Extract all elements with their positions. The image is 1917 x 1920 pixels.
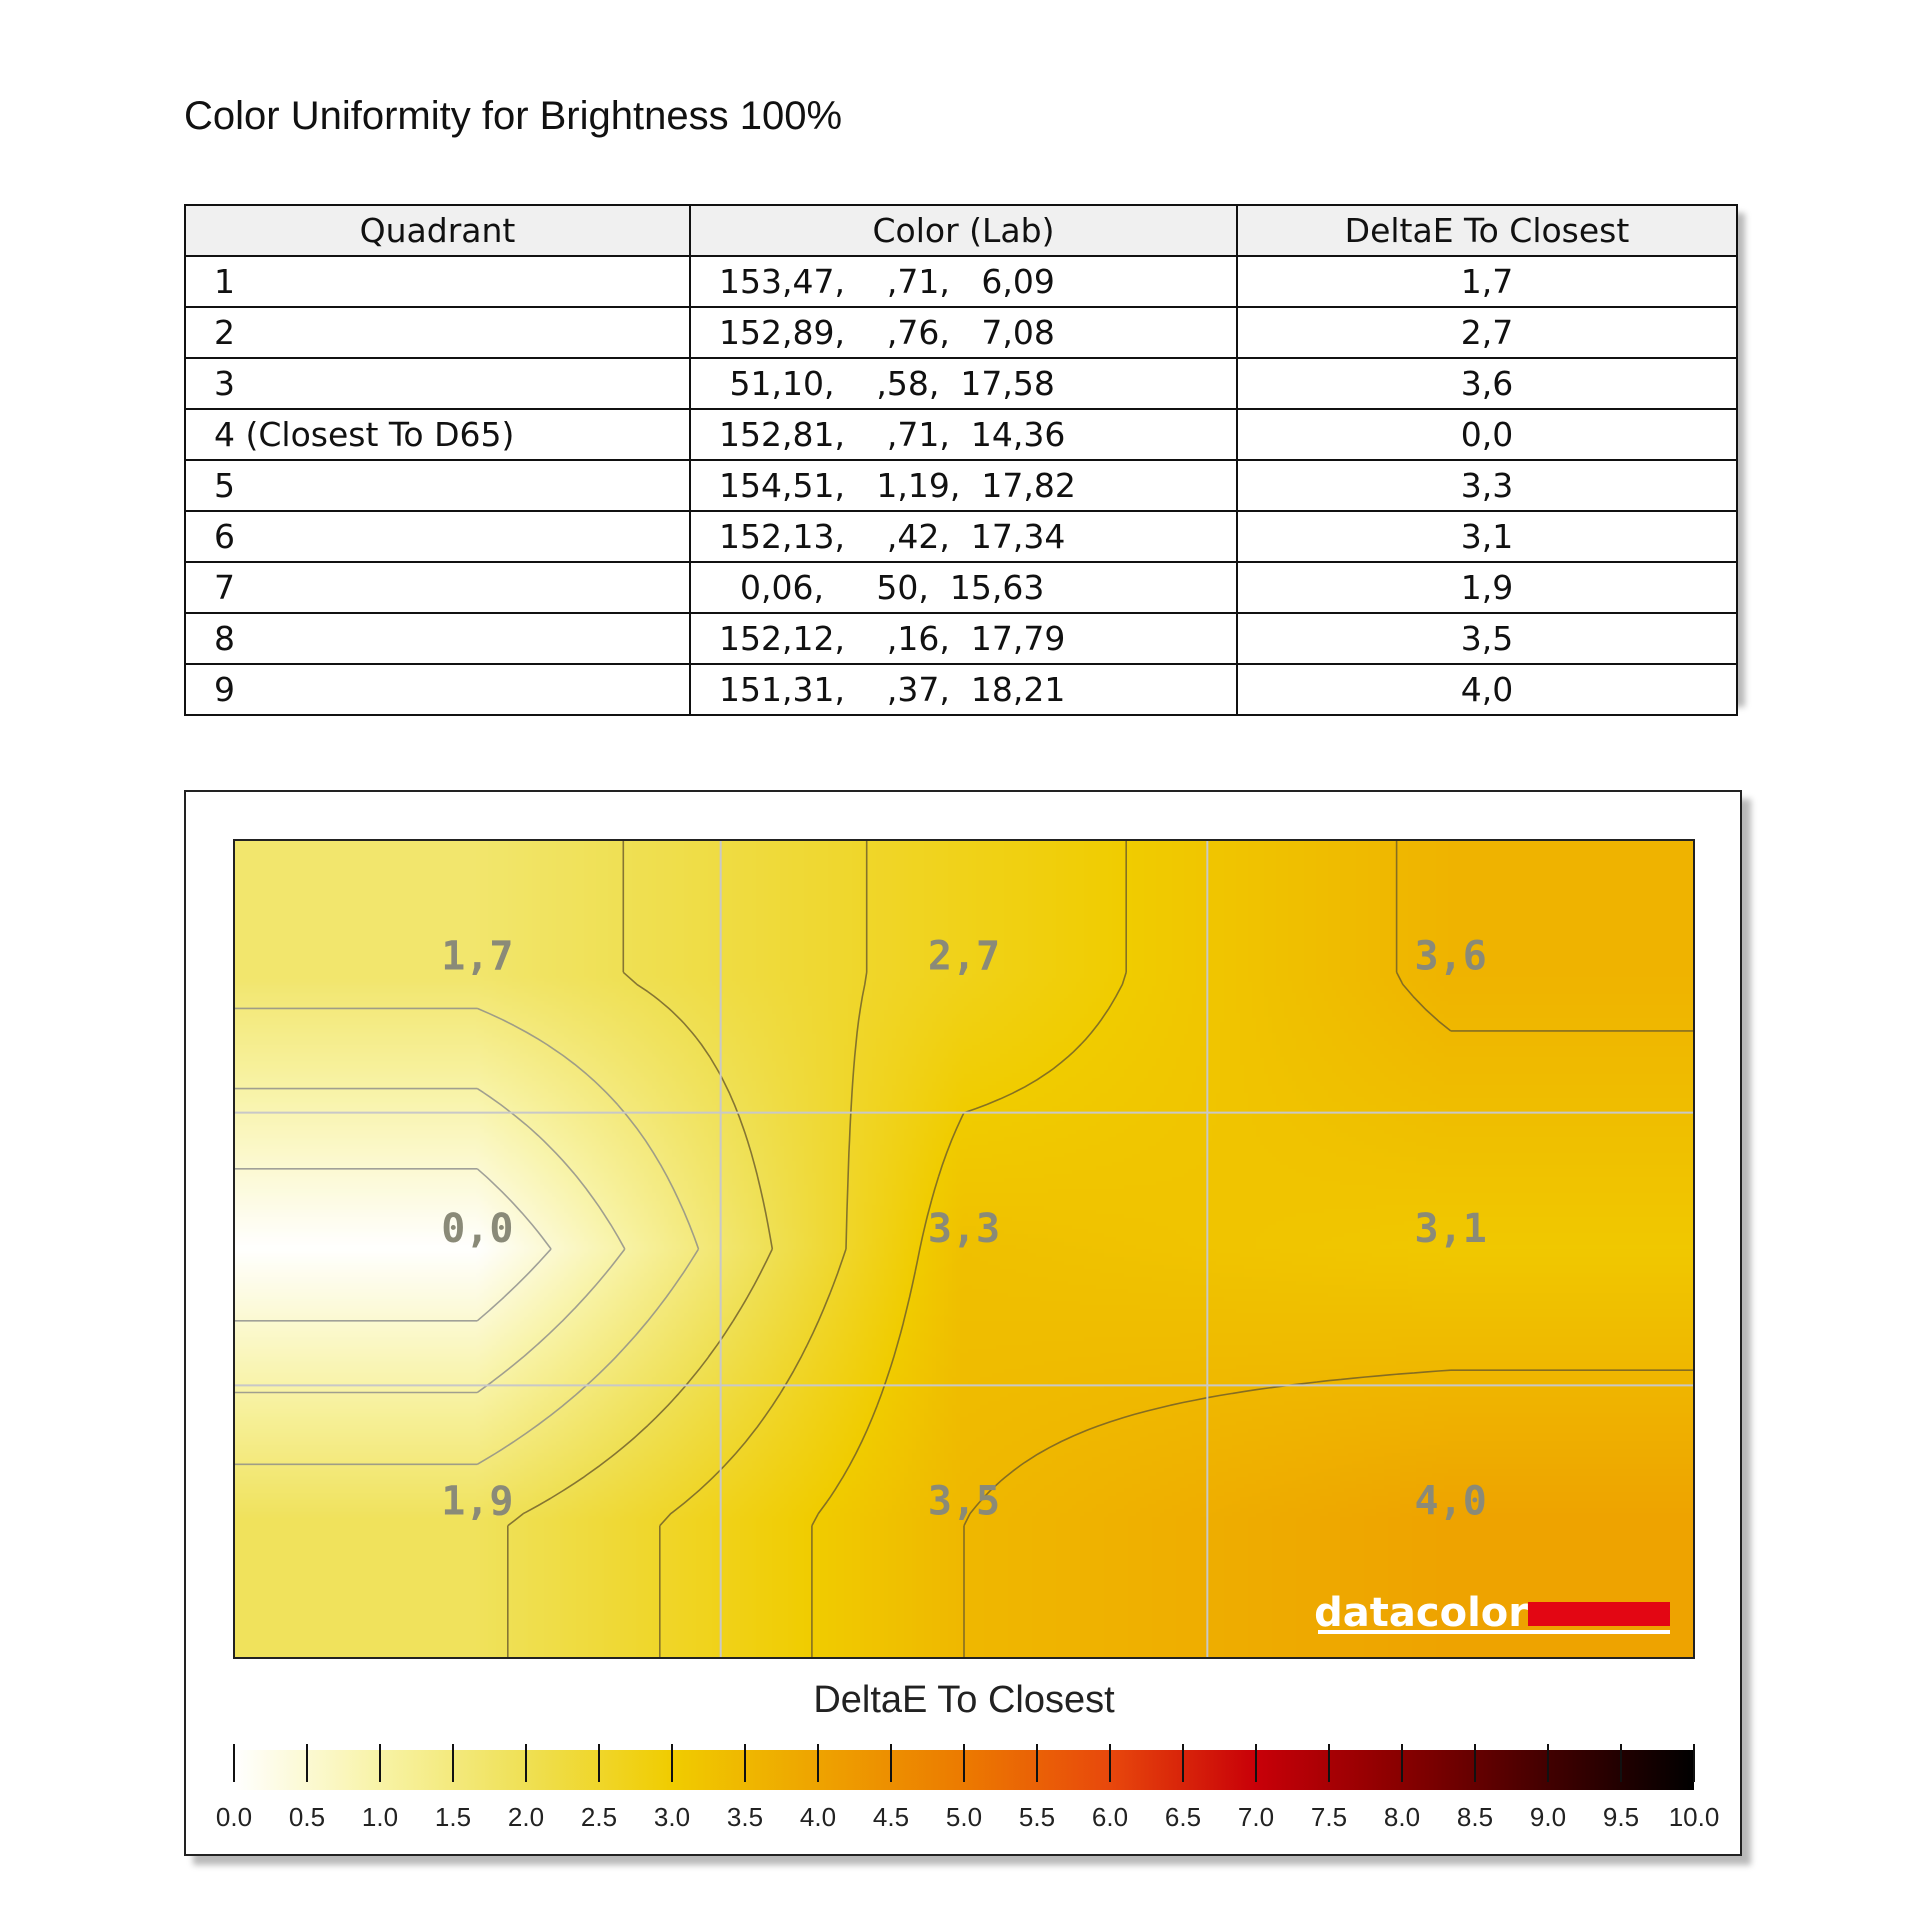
quadrant-cell: 9: [184, 663, 691, 716]
cell-value-label: 4,0: [1415, 1479, 1487, 1525]
cell-value-label: 3,1: [1415, 1206, 1487, 1252]
colorbar-tick-label: 8.5: [1457, 1802, 1493, 1832]
table-row: 2 152,89, ,76, 7,08 2,7: [184, 306, 1738, 359]
colorbar-tick-label: 7.0: [1238, 1802, 1274, 1832]
contour-line: [234, 1007, 700, 1466]
table-header-row: Quadrant Color (Lab) DeltaE To Closest: [184, 204, 1738, 257]
deltae-cell: 4,0: [1236, 663, 1738, 716]
quadrant-cell: 4 (Closest To D65): [184, 408, 691, 461]
quadrant-cell: 3: [184, 357, 691, 410]
lab-cell: 154,51, 1,19, 17,82: [689, 459, 1238, 512]
colorbar-tick-label: 5.5: [1019, 1802, 1055, 1832]
quadrant-cell: 8: [184, 612, 691, 665]
quadrant-cell: 5: [184, 459, 691, 512]
watermark-underline: [1318, 1630, 1670, 1634]
contour-line: [963, 840, 1694, 1658]
quadrant-cell: 1: [184, 255, 691, 308]
table-row: 3 51,10, ,58, 17,58 3,6: [184, 357, 1738, 410]
colorbar-tick-label: 10.0: [1669, 1802, 1720, 1832]
colorbar-tick-label: 2.0: [508, 1802, 544, 1832]
deltae-cell: 2,7: [1236, 306, 1738, 359]
lab-cell: 51,10, ,58, 17,58: [689, 357, 1238, 410]
colorbar-tick-label: 1.5: [435, 1802, 471, 1832]
heatmap-panel: 1,7 2,7 3,6 0,0 3,3 3,1 1,9 3,5 4,0 datacolor Delt…: [184, 790, 1742, 1856]
colorbar-tick-label: 0.5: [289, 1802, 325, 1832]
watermark-logo: datacolor: [1314, 1590, 1528, 1636]
header-color-lab: Color (Lab): [689, 204, 1238, 257]
deltae-cell: 3,1: [1236, 510, 1738, 563]
cell-value-label: 1,7: [441, 933, 513, 979]
table-row: 1 153,47, ,71, 6,09 1,7: [184, 255, 1738, 308]
cell-value-label: 2,7: [928, 933, 1000, 979]
colorbar-tick-label: 9.0: [1530, 1802, 1566, 1832]
quadrant-table: Quadrant Color (Lab) DeltaE To Closest 1…: [184, 204, 1738, 716]
contour-line: [507, 840, 774, 1658]
cell-value-label: 3,6: [1415, 933, 1487, 979]
contour-line: [811, 840, 1127, 1658]
colorbar-tick-label: 9.5: [1603, 1802, 1639, 1832]
colorbar-tick-label: 6.0: [1092, 1802, 1128, 1832]
contour-line: [234, 1087, 626, 1394]
deltae-cell: 3,3: [1236, 459, 1738, 512]
watermark-bar: [1528, 1602, 1670, 1626]
colorbar-tick-label: 1.0: [362, 1802, 398, 1832]
lab-cell: 152,12, ,16, 17,79: [689, 612, 1238, 665]
colorbar-tick-label: 6.5: [1165, 1802, 1201, 1832]
lab-cell: 152,89, ,76, 7,08: [689, 306, 1238, 359]
contour-line: [659, 840, 868, 1658]
table-row: 9 151,31, ,37, 18,21 4,0: [184, 663, 1738, 716]
cell-value-label: 3,5: [928, 1479, 1000, 1525]
colorbar-tick-label: 3.5: [727, 1802, 763, 1832]
table-row: 6 152,13, ,42, 17,34 3,1: [184, 510, 1738, 563]
colorbar-tick-label: 0.0: [216, 1802, 252, 1832]
colorbar-tick-label: 4.5: [873, 1802, 909, 1832]
lab-cell: 153,47, ,71, 6,09: [689, 255, 1238, 308]
colorbar-tick-label: 7.5: [1311, 1802, 1347, 1832]
header-deltae: DeltaE To Closest: [1236, 204, 1738, 257]
cell-value-label: 1,9: [441, 1479, 513, 1525]
plot-frame: [233, 839, 1695, 1659]
colorbar-title: DeltaE To Closest: [813, 1679, 1115, 1721]
lab-cell: 152,81, ,71, 14,36: [689, 408, 1238, 461]
deltae-cell: 1,9: [1236, 561, 1738, 614]
deltae-cell: 0,0: [1236, 408, 1738, 461]
quadrant-cell: 7: [184, 561, 691, 614]
heatmap-surface: [234, 840, 1694, 1658]
colorbar-tick-label: 5.0: [946, 1802, 982, 1832]
lab-cell: 0,06, 50, 15,63: [689, 561, 1238, 614]
colorbar-tick-label: 8.0: [1384, 1802, 1420, 1832]
contour-line: [234, 1168, 552, 1322]
deltae-cell: 1,7: [1236, 255, 1738, 308]
deltae-heatmap-chart: 1,7 2,7 3,6 0,0 3,3 3,1 1,9 3,5 4,0 datacolor Delt…: [216, 839, 1720, 1832]
deltae-cell: 3,5: [1236, 612, 1738, 665]
quadrant-cell: 6: [184, 510, 691, 563]
quadrant-table-container: Quadrant Color (Lab) DeltaE To Closest 1…: [184, 204, 1738, 716]
cell-value-label: 0,0: [441, 1206, 513, 1252]
table-row: 5 154,51, 1,19, 17,82 3,3: [184, 459, 1738, 512]
lab-cell: 152,13, ,42, 17,34: [689, 510, 1238, 563]
header-quadrant: Quadrant: [184, 204, 691, 257]
table-row: 8 152,12, ,16, 17,79 3,5: [184, 612, 1738, 665]
cell-value-label: 3,3: [928, 1206, 1000, 1252]
quadrant-cell: 2: [184, 306, 691, 359]
page-title: Color Uniformity for Brightness 100%: [184, 94, 843, 138]
lab-cell: 151,31, ,37, 18,21: [689, 663, 1238, 716]
colorbar-tick-label: 4.0: [800, 1802, 836, 1832]
colorbar-tick-label: 3.0: [654, 1802, 690, 1832]
table-row: 7 0,06, 50, 15,63 1,9: [184, 561, 1738, 614]
colorbar-tick-label: 2.5: [581, 1802, 617, 1832]
deltae-cell: 3,6: [1236, 357, 1738, 410]
table-row: 4 (Closest To D65) 152,81, ,71, 14,36 0,0: [184, 408, 1738, 461]
